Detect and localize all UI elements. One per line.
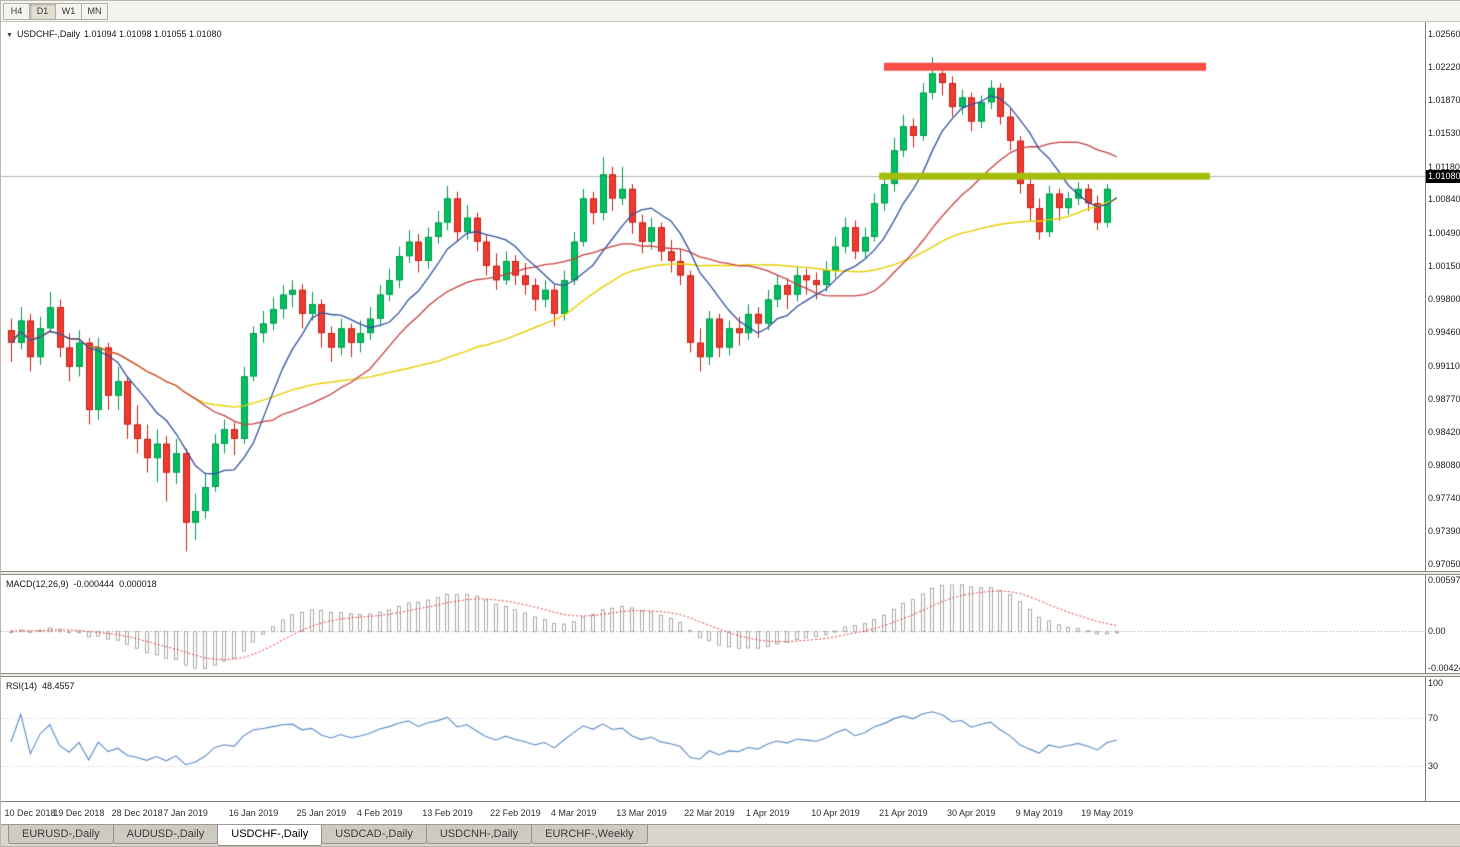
date-tick-label: 1 Apr 2019 [745,808,790,818]
price-tick-label: 0.99800 [1428,294,1460,305]
date-tick-label: 9 May 2019 [1015,808,1063,818]
date-tick-label: 16 Jan 2019 [228,808,279,818]
rsi-tick-label: 100 [1428,677,1444,688]
date-tick-label: 7 Jan 2019 [163,808,208,818]
rsi-name: RSI(14) [6,681,38,691]
price-scale[interactable]: 1.01080 1.02560 1.02220 1.01870 1.01530 1.01… [1425,22,1460,571]
macd-pane: MACD(12,26,9) -0.000444 0.000018 0.00597 0.… [1,575,1460,673]
price-tick-label: 0.97740 [1428,492,1460,503]
price-tick-label: 0.99460 [1428,327,1460,338]
price-tick-label: 1.00840 [1428,194,1460,205]
date-tick-label: 13 Feb 2019 [422,808,473,818]
macd-scale[interactable]: 0.00597 0.00 -0.00424 [1425,575,1460,673]
date-tick-label: 4 Feb 2019 [356,808,403,818]
timeframe-button-w1[interactable]: W1 [55,2,82,20]
date-tick-label: 22 Mar 2019 [684,808,735,818]
macd-tick-label: 0.00597 [1428,575,1460,585]
price-tick-label: 1.01530 [1428,128,1460,139]
price-tick-label: 1.02220 [1428,61,1460,72]
macd-label: MACD(12,26,9) -0.000444 0.000018 [6,579,162,589]
symbol-period-label: USDCHF-,Daily [16,29,80,39]
date-tick-label: 28 Dec 2018 [111,808,163,818]
rsi-pane: RSI(14) 48.4557 100 70 30 [1,677,1460,801]
macd-tick-label: -0.00424 [1428,663,1460,673]
rsi-tick-label: 30 [1428,760,1439,771]
chart-title: ▼ USDCHF-,Daily 1.01094 1.01098 1.01055 1.… [6,29,226,39]
date-tick-label: 4 Mar 2019 [550,808,597,818]
pane-splitter-rsi[interactable] [1,673,1460,677]
price-tick-label: 0.98080 [1428,459,1460,470]
macd-value: -0.000444 [73,579,115,589]
price-chart-canvas[interactable] [1,22,1425,571]
timeframe-button-mn[interactable]: MN [81,2,108,20]
price-tick-label: 0.99110 [1428,360,1460,371]
current-price-badge: 1.01080 [1426,170,1460,184]
timeframe-button-h4[interactable]: H4 [3,2,30,20]
rsi-label: RSI(14) 48.4557 [6,681,80,691]
chart-tab-usdcnh-daily[interactable]: USDCNH-,Daily [425,825,533,844]
date-tick-label: 21 Apr 2019 [879,808,928,818]
date-tick-label: 10 Apr 2019 [811,808,860,818]
chart-tab-eurusd-daily[interactable]: EURUSD-,Daily [8,825,114,844]
price-tick-label: 0.98770 [1428,393,1460,404]
time-axis[interactable]: 10 Dec 2018 19 Dec 2018 28 Dec 2018 7 Jan 2… [1,801,1460,824]
macd-tick-label: 0.00 [1428,626,1446,637]
price-tick-label: 0.97390 [1428,526,1460,537]
rsi-value: 48.4557 [42,681,75,691]
price-tick-label: 1.00490 [1428,228,1460,239]
date-tick-label: 10 Dec 2018 [4,808,56,818]
price-tick-label: 1.00150 [1428,260,1460,271]
price-pane: ▼ USDCHF-,Daily 1.01094 1.01098 1.01055 1.… [1,22,1460,571]
price-tick-label: 0.98420 [1428,427,1460,438]
macd-name: MACD(12,26,9) [6,579,69,589]
price-tick-label: 1.01180 [1428,161,1460,172]
pane-splitter-macd[interactable] [1,571,1460,575]
timeframe-toolbar: H4 D1 W1 MN [1,1,1460,22]
chart-tab-usdchf-daily[interactable]: USDCHF-,Daily [217,825,323,846]
chart-tab-usdcad-daily[interactable]: USDCAD-,Daily [321,825,427,844]
date-tick-label: 25 Jan 2019 [296,808,347,818]
macd-chart-canvas[interactable] [1,575,1425,673]
rsi-tick-label: 70 [1428,713,1439,724]
rsi-scale[interactable]: 100 70 30 [1425,677,1460,801]
price-tick-label: 1.01870 [1428,95,1460,106]
date-tick-label: 13 Mar 2019 [616,808,667,818]
chart-tabs-bar: EURUSD-,Daily AUDUSD-,Daily USDCHF-,Daily U… [1,824,1460,846]
price-tick-label: 0.97050 [1428,558,1460,569]
ohlc-quote-label: 1.01094 1.01098 1.01055 1.01080 [83,29,222,39]
date-tick-label: 30 Apr 2019 [947,808,996,818]
macd-signal-value: 0.000018 [119,579,157,589]
chart-tab-audusd-daily[interactable]: AUDUSD-,Daily [112,825,219,844]
collapse-chart-icon[interactable]: ▼ [6,32,13,39]
date-tick-label: 19 May 2019 [1081,808,1134,818]
timeframe-button-d1[interactable]: D1 [29,2,56,20]
date-tick-label: 19 Dec 2018 [53,808,105,818]
chart-window: ▼ USDCHF-,Daily 1.01094 1.01098 1.01055 1.… [1,22,1460,826]
price-tick-label: 1.02560 [1428,29,1460,39]
date-tick-label: 22 Feb 2019 [490,808,541,818]
rsi-chart-canvas[interactable] [1,677,1425,801]
chart-tab-eurchf-weekly[interactable]: EURCHF-,Weekly [531,825,648,844]
